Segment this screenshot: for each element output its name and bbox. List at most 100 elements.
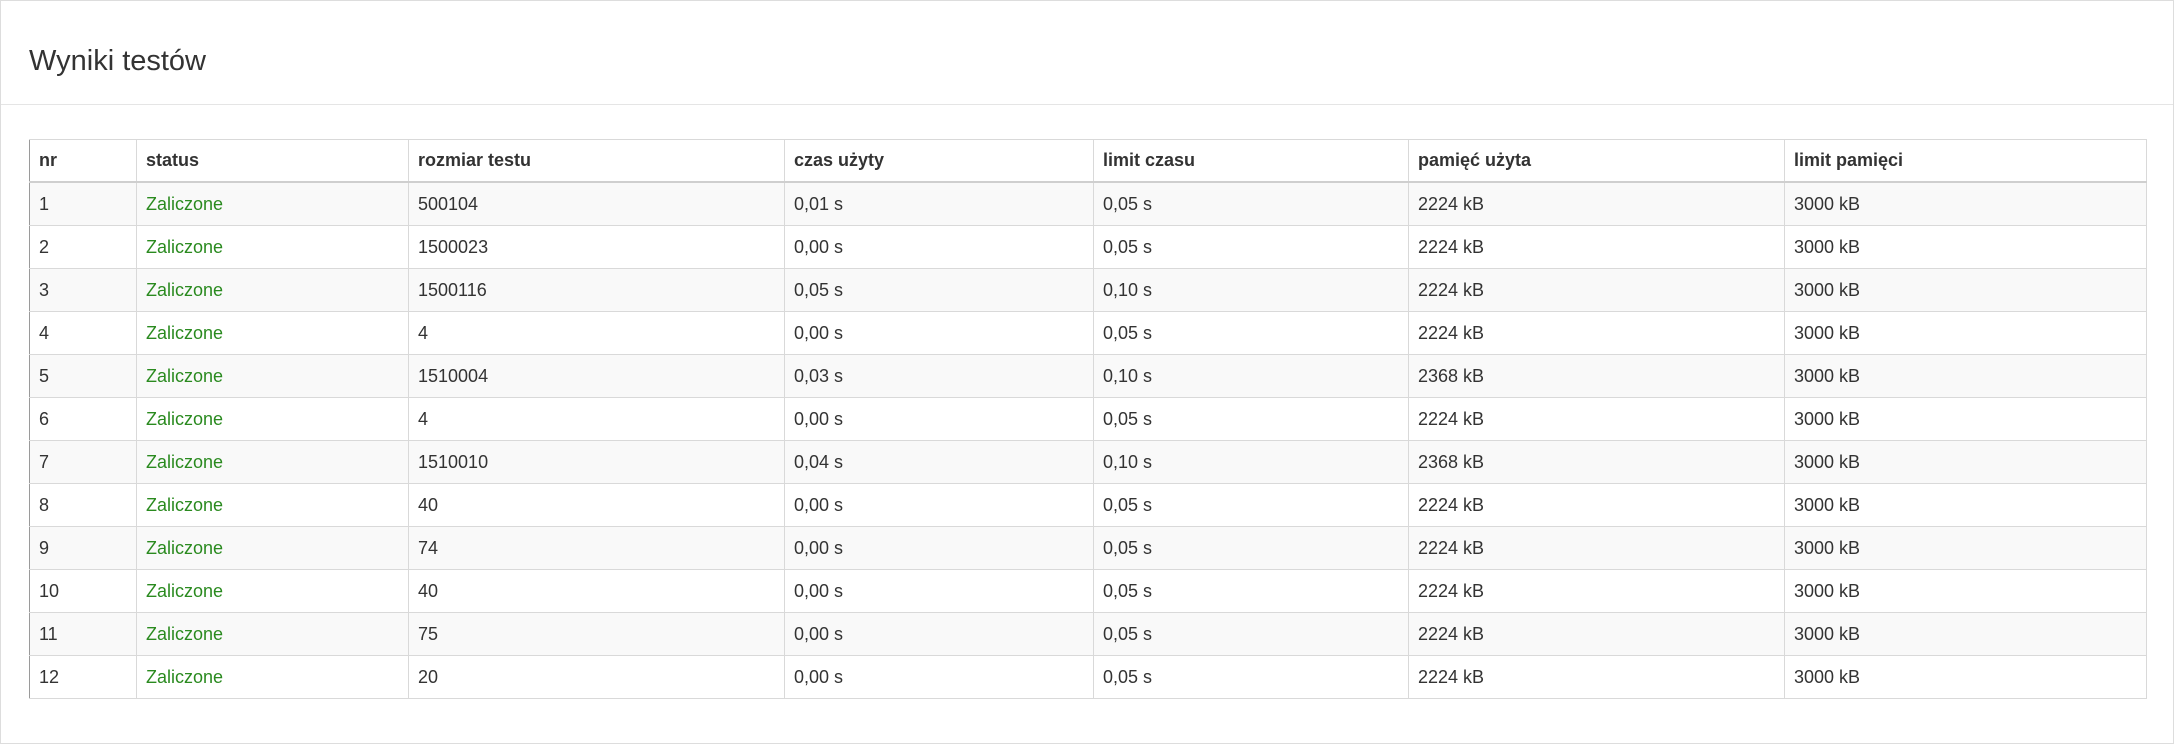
table-row: 12 Zaliczone 20 0,00 s 0,05 s 2224 kB 3000 kB xyxy=(29,655,2147,699)
cell-test-size: 74 xyxy=(408,526,785,570)
cell-test-size: 4 xyxy=(408,397,785,441)
cell-memory-limit: 3000 kB xyxy=(1784,181,2147,226)
cell-time-limit: 0,05 s xyxy=(1093,612,1409,656)
cell-memory-limit: 3000 kB xyxy=(1784,354,2147,398)
cell-nr: 7 xyxy=(29,440,137,484)
cell-time-limit: 0,10 s xyxy=(1093,354,1409,398)
cell-nr: 9 xyxy=(29,526,137,570)
cell-nr: 4 xyxy=(29,311,137,355)
cell-time-limit: 0,05 s xyxy=(1093,397,1409,441)
cell-memory-used: 2224 kB xyxy=(1408,225,1785,269)
cell-test-size: 1510004 xyxy=(408,354,785,398)
cell-status: Zaliczone xyxy=(136,397,409,441)
table-row: 10 Zaliczone 40 0,00 s 0,05 s 2224 kB 3000 kB xyxy=(29,569,2147,613)
results-table-body: 1 Zaliczone 500104 0,01 s 0,05 s 2224 kB 3000 … xyxy=(29,181,2147,699)
cell-time-used: 0,04 s xyxy=(784,440,1094,484)
cell-memory-limit: 3000 kB xyxy=(1784,655,2147,699)
cell-test-size: 500104 xyxy=(408,181,785,226)
cell-memory-limit: 3000 kB xyxy=(1784,526,2147,570)
cell-status: Zaliczone xyxy=(136,440,409,484)
cell-memory-used: 2224 kB xyxy=(1408,397,1785,441)
cell-memory-limit: 3000 kB xyxy=(1784,440,2147,484)
column-header-memory-limit: limit pamięci xyxy=(1784,139,2147,183)
cell-time-limit: 0,05 s xyxy=(1093,526,1409,570)
cell-status: Zaliczone xyxy=(136,655,409,699)
table-row: 11 Zaliczone 75 0,00 s 0,05 s 2224 kB 3000 kB xyxy=(29,612,2147,656)
cell-time-used: 0,00 s xyxy=(784,311,1094,355)
cell-memory-used: 2224 kB xyxy=(1408,569,1785,613)
table-header-row: nr status rozmiar testu czas użyty limit… xyxy=(29,139,2147,183)
cell-nr: 6 xyxy=(29,397,137,441)
cell-status: Zaliczone xyxy=(136,569,409,613)
cell-time-limit: 0,05 s xyxy=(1093,655,1409,699)
column-header-status: status xyxy=(136,139,409,183)
cell-time-used: 0,00 s xyxy=(784,526,1094,570)
cell-nr: 8 xyxy=(29,483,137,527)
cell-time-limit: 0,10 s xyxy=(1093,440,1409,484)
cell-time-limit: 0,10 s xyxy=(1093,268,1409,312)
column-header-test-size: rozmiar testu xyxy=(408,139,785,183)
cell-memory-used: 2224 kB xyxy=(1408,483,1785,527)
cell-test-size: 1500116 xyxy=(408,268,785,312)
cell-status: Zaliczone xyxy=(136,526,409,570)
cell-time-used: 0,00 s xyxy=(784,612,1094,656)
cell-test-size: 1500023 xyxy=(408,225,785,269)
cell-nr: 1 xyxy=(29,181,137,226)
cell-memory-used: 2224 kB xyxy=(1408,526,1785,570)
cell-status: Zaliczone xyxy=(136,354,409,398)
cell-test-size: 40 xyxy=(408,569,785,613)
table-row: 2 Zaliczone 1500023 0,00 s 0,05 s 2224 kB 3000… xyxy=(29,225,2147,269)
table-row: 8 Zaliczone 40 0,00 s 0,05 s 2224 kB 3000 kB xyxy=(29,483,2147,527)
column-header-nr: nr xyxy=(29,139,137,183)
table-row: 4 Zaliczone 4 0,00 s 0,05 s 2224 kB 3000 kB xyxy=(29,311,2147,355)
results-table-wrapper: nr status rozmiar testu czas użyty limit… xyxy=(29,139,2147,699)
cell-status: Zaliczone xyxy=(136,268,409,312)
table-row: 3 Zaliczone 1500116 0,05 s 0,10 s 2224 kB 3000… xyxy=(29,268,2147,312)
cell-test-size: 40 xyxy=(408,483,785,527)
cell-nr: 2 xyxy=(29,225,137,269)
cell-time-used: 0,00 s xyxy=(784,569,1094,613)
cell-memory-limit: 3000 kB xyxy=(1784,397,2147,441)
cell-memory-limit: 3000 kB xyxy=(1784,612,2147,656)
cell-memory-limit: 3000 kB xyxy=(1784,483,2147,527)
cell-time-limit: 0,05 s xyxy=(1093,225,1409,269)
cell-nr: 3 xyxy=(29,268,137,312)
cell-status: Zaliczone xyxy=(136,311,409,355)
cell-time-limit: 0,05 s xyxy=(1093,483,1409,527)
cell-time-used: 0,01 s xyxy=(784,181,1094,226)
column-header-time-used: czas użyty xyxy=(784,139,1094,183)
panel-title: Wyniki testów xyxy=(29,45,207,77)
cell-memory-limit: 3000 kB xyxy=(1784,225,2147,269)
cell-memory-used: 2368 kB xyxy=(1408,440,1785,484)
table-row: 1 Zaliczone 500104 0,01 s 0,05 s 2224 kB 3000 … xyxy=(29,181,2147,226)
cell-memory-limit: 3000 kB xyxy=(1784,268,2147,312)
cell-status: Zaliczone xyxy=(136,225,409,269)
cell-memory-used: 2224 kB xyxy=(1408,612,1785,656)
table-row: 6 Zaliczone 4 0,00 s 0,05 s 2224 kB 3000 kB xyxy=(29,397,2147,441)
cell-memory-used: 2224 kB xyxy=(1408,268,1785,312)
cell-time-used: 0,03 s xyxy=(784,354,1094,398)
cell-memory-limit: 3000 kB xyxy=(1784,569,2147,613)
panel-heading: Wyniki testów xyxy=(1,1,2173,105)
cell-time-limit: 0,05 s xyxy=(1093,311,1409,355)
cell-time-used: 0,00 s xyxy=(784,397,1094,441)
cell-time-used: 0,00 s xyxy=(784,225,1094,269)
table-row: 7 Zaliczone 1510010 0,04 s 0,10 s 2368 kB 3000… xyxy=(29,440,2147,484)
cell-time-used: 0,00 s xyxy=(784,655,1094,699)
cell-nr: 5 xyxy=(29,354,137,398)
cell-nr: 11 xyxy=(29,612,137,656)
results-table: nr status rozmiar testu czas użyty limit… xyxy=(29,139,2147,699)
cell-memory-limit: 3000 kB xyxy=(1784,311,2147,355)
cell-memory-used: 2224 kB xyxy=(1408,655,1785,699)
cell-time-used: 0,05 s xyxy=(784,268,1094,312)
cell-time-used: 0,00 s xyxy=(784,483,1094,527)
cell-memory-used: 2368 kB xyxy=(1408,354,1785,398)
column-header-time-limit: limit czasu xyxy=(1093,139,1409,183)
cell-memory-used: 2224 kB xyxy=(1408,311,1785,355)
cell-test-size: 4 xyxy=(408,311,785,355)
cell-status: Zaliczone xyxy=(136,612,409,656)
cell-memory-used: 2224 kB xyxy=(1408,181,1785,226)
cell-status: Zaliczone xyxy=(136,483,409,527)
cell-test-size: 1510010 xyxy=(408,440,785,484)
